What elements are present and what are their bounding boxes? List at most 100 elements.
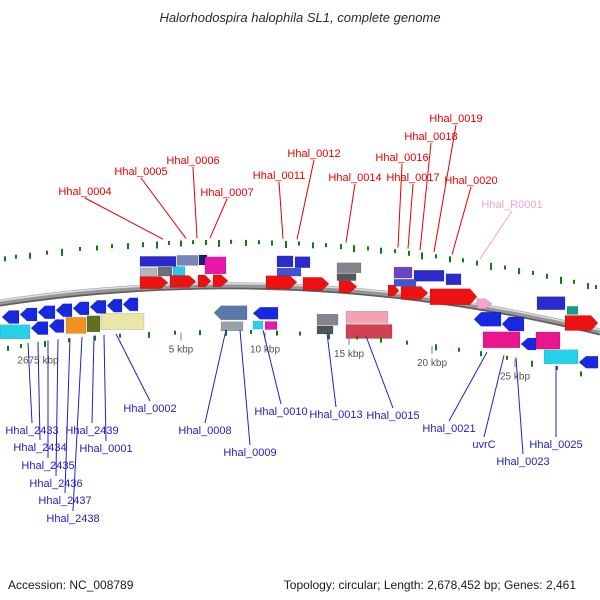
gene-label[interactable]: Hhal_0012 (287, 148, 340, 160)
gene-feature[interactable] (252, 320, 264, 330)
gene-feature[interactable] (393, 279, 417, 287)
label-leader-line (55, 339, 59, 477)
gene-arrow[interactable] (89, 300, 107, 314)
gene-feature[interactable] (264, 321, 278, 330)
density-tick (560, 276, 562, 284)
gene-arrow[interactable] (72, 301, 90, 316)
gene-arrow[interactable] (30, 321, 49, 335)
gene-feature[interactable] (65, 317, 87, 334)
gene-feature[interactable] (139, 256, 177, 267)
gene-arrow[interactable] (338, 280, 358, 293)
gene-arrow[interactable] (302, 277, 330, 291)
gene-label[interactable]: Hhal_0020 (444, 175, 497, 187)
density-tick (180, 240, 182, 247)
gene-feature[interactable] (536, 296, 566, 310)
gene-label[interactable]: Hhal_0018 (404, 131, 457, 143)
gene-arrow[interactable] (169, 275, 197, 288)
gene-label[interactable]: Hhal_2434 (13, 442, 66, 454)
gene-label[interactable]: Hhal_0023 (496, 456, 549, 468)
gene-label[interactable]: Hhal_0021 (422, 423, 475, 435)
gene-arrow[interactable] (501, 316, 525, 332)
gene-feature[interactable] (393, 266, 413, 279)
gene-feature[interactable] (276, 267, 302, 277)
gene-feature[interactable] (336, 273, 357, 281)
gene-label[interactable]: Hhal_0004 (58, 186, 111, 198)
gene-label[interactable]: Hhal_0010 (254, 406, 307, 418)
gene-arrow[interactable] (387, 284, 400, 297)
gene-label[interactable]: Hhal_0008 (178, 425, 231, 437)
gene-label[interactable]: Hhal_0019 (429, 113, 482, 125)
gene-label[interactable]: Hhal_R0001 (481, 199, 542, 211)
gene-label[interactable]: Hhal_0016 (375, 152, 428, 164)
density-tick (218, 239, 220, 247)
gene-arrow[interactable] (400, 286, 429, 300)
gene-label[interactable]: Hhal_0005 (114, 166, 167, 178)
gene-label[interactable]: Hhal_0007 (200, 187, 253, 199)
gene-label[interactable]: Hhal_0017 (386, 172, 439, 184)
gene-feature[interactable] (316, 313, 339, 326)
gene-arrow[interactable] (197, 274, 212, 288)
gene-feature[interactable] (445, 273, 462, 286)
gene-arrow[interactable] (520, 337, 537, 351)
gene-label[interactable]: Hhal_2437 (38, 495, 91, 507)
gene-label[interactable]: Hhal_2436 (29, 478, 82, 490)
gene-feature[interactable] (139, 267, 158, 278)
gene-arrow[interactable] (473, 312, 502, 327)
gene-label[interactable]: Hhal_2439 (65, 425, 118, 437)
density-tick (142, 242, 144, 248)
gene-arrow[interactable] (122, 297, 139, 312)
gene-feature[interactable] (100, 313, 145, 330)
gene-arrow[interactable] (55, 303, 73, 317)
gene-label[interactable]: Hhal_2435 (21, 460, 74, 472)
gene-label[interactable]: Hhal_2438 (46, 513, 99, 525)
gene-arrow[interactable] (252, 307, 279, 320)
label-leader-line (326, 333, 337, 408)
gene-label[interactable]: Hhal_2433 (5, 425, 58, 437)
gene-feature[interactable] (345, 324, 393, 339)
gene-feature[interactable] (172, 266, 186, 276)
gene-feature[interactable] (543, 349, 579, 365)
gene-feature[interactable] (86, 315, 101, 333)
gene-arrow[interactable] (48, 319, 65, 333)
gene-label[interactable]: Hhal_0002 (123, 403, 176, 415)
gene-arrow[interactable] (213, 305, 248, 321)
gene-arrow[interactable] (564, 315, 599, 331)
gene-feature[interactable] (345, 311, 389, 324)
gene-feature[interactable] (0, 324, 31, 340)
gene-arrow[interactable] (265, 275, 298, 290)
gene-feature[interactable] (482, 331, 521, 349)
gene-arrow[interactable] (429, 288, 478, 306)
gene-feature[interactable] (566, 306, 579, 315)
gene-label[interactable]: uvrC (472, 439, 495, 451)
gene-arrow[interactable] (578, 355, 599, 369)
label-leader-line (365, 336, 394, 409)
gene-feature[interactable] (294, 256, 311, 268)
gene-feature[interactable] (157, 266, 173, 277)
gene-arrow[interactable] (476, 298, 493, 310)
gene-label[interactable]: Hhal_0013 (309, 409, 362, 421)
gene-arrow[interactable] (139, 276, 169, 289)
gene-arrow[interactable] (19, 307, 38, 322)
gene-label[interactable]: Hhal_0015 (366, 410, 419, 422)
gene-arrow[interactable] (212, 274, 229, 288)
gene-feature[interactable] (336, 262, 362, 274)
gene-arrow[interactable] (106, 298, 123, 313)
gene-label[interactable]: Hhal_0009 (223, 447, 276, 459)
gene-label[interactable]: Hhal_0014 (328, 172, 381, 184)
gene-feature[interactable] (176, 255, 199, 266)
gene-feature[interactable] (204, 256, 227, 275)
gene-feature[interactable] (276, 255, 294, 268)
density-tick (192, 240, 194, 245)
gene-label[interactable]: Hhal_0001 (79, 443, 132, 455)
density-tick (168, 241, 170, 245)
gene-feature[interactable] (220, 321, 244, 332)
gene-feature[interactable] (535, 331, 561, 350)
gene-label[interactable]: Hhal_0025 (529, 439, 582, 451)
gene-arrow[interactable] (37, 305, 56, 319)
gene-label[interactable]: Hhal_0006 (166, 155, 219, 167)
gene-feature[interactable] (413, 270, 445, 282)
gene-arrow[interactable] (1, 310, 20, 324)
gene-feature[interactable] (316, 325, 334, 335)
gene-label[interactable]: Hhal_0011 (253, 170, 305, 182)
